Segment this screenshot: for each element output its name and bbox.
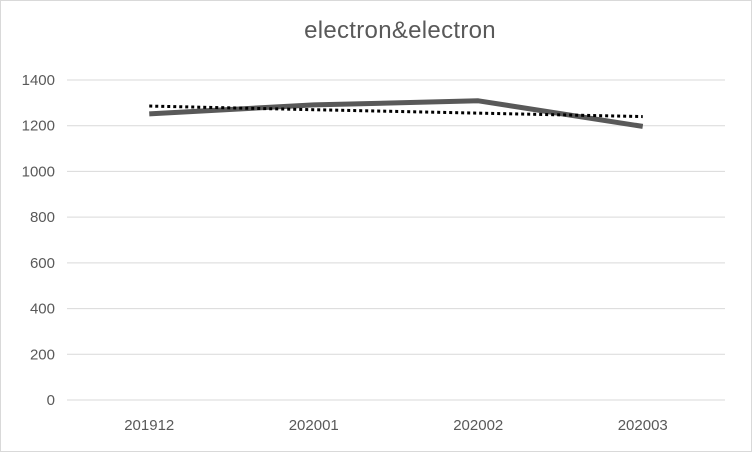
x-tick-label: 202001 bbox=[289, 417, 339, 434]
y-tick-label: 800 bbox=[30, 209, 55, 226]
gridlines bbox=[67, 79, 725, 401]
x-tick-label: 202003 bbox=[618, 417, 668, 434]
y-tick-label: 400 bbox=[30, 301, 55, 318]
y-tick-label: 600 bbox=[30, 255, 55, 272]
y-tick-label: 1200 bbox=[22, 118, 55, 135]
x-axis-tick-labels: 201912 202001 202002 202003 bbox=[124, 417, 668, 434]
data-series-line bbox=[149, 98, 644, 129]
y-tick-label: 200 bbox=[30, 346, 55, 363]
trendline-series bbox=[149, 104, 643, 119]
y-tick-label: 1000 bbox=[22, 163, 55, 180]
chart-title: electron&electron bbox=[304, 17, 496, 44]
x-tick-label: 201912 bbox=[124, 417, 174, 434]
series-lines bbox=[149, 98, 644, 129]
y-tick-label: 1400 bbox=[22, 72, 55, 89]
y-tick-label: 0 bbox=[47, 392, 55, 409]
y-axis-tick-labels: 0 200 400 600 800 1000 1200 1400 bbox=[22, 72, 55, 409]
x-tick-label: 202002 bbox=[453, 417, 503, 434]
